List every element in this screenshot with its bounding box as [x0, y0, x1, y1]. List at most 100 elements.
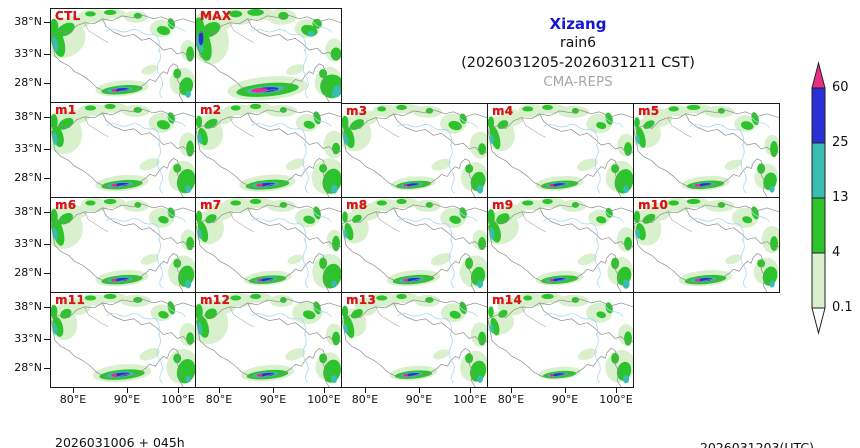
y-tick-label: 33°N	[14, 46, 42, 60]
y-tick-label: 38°N	[14, 300, 42, 314]
map-panel-m3: m3	[342, 103, 488, 198]
panel-label: m2	[200, 103, 222, 117]
y-tick-mark	[44, 178, 50, 180]
precip-map	[488, 198, 633, 292]
y-tick-label: 28°N	[14, 361, 42, 374]
x-tick-label: 100°E	[161, 393, 195, 406]
x-tick-label: 100°E	[453, 393, 487, 406]
map-panel-m1: m1	[50, 103, 196, 198]
y-tick-mark	[44, 307, 50, 309]
y-tick-mark	[44, 273, 50, 275]
footer-valid-utc: 2026031203(UTC)	[699, 440, 814, 448]
y-tick-mark	[44, 338, 50, 340]
x-tick-mark	[511, 388, 513, 393]
x-tick-label: 90°E	[551, 393, 579, 406]
x-tick-mark	[73, 388, 75, 393]
title-variable: rain6	[559, 35, 596, 51]
panel-label: MAX	[200, 9, 232, 23]
map-panel-CTL: CTL	[50, 8, 196, 103]
precip-map	[196, 9, 341, 102]
x-tick-mark	[178, 388, 180, 393]
precip-map	[488, 104, 633, 197]
map-panel-m9: m9	[488, 198, 634, 293]
title-period: (2026031205-2026031211 CST)	[461, 55, 695, 71]
x-tick-mark	[470, 388, 472, 393]
footer-init-utc: 2026031006 + 045h	[55, 435, 185, 448]
map-panel-m2: m2	[196, 103, 342, 198]
panel-label: m8	[346, 198, 368, 212]
precip-map	[51, 9, 195, 102]
x-tick-mark	[324, 388, 326, 393]
precip-map	[488, 293, 633, 387]
y-tick-mark	[44, 212, 50, 214]
map-panel-m7: m7	[196, 198, 342, 293]
precip-map	[51, 103, 195, 197]
y-tick-label: 33°N	[14, 331, 42, 345]
panel-label: CTL	[55, 9, 81, 23]
x-tick-label: 80°E	[205, 393, 233, 406]
panel-label: m10	[638, 198, 669, 212]
footer-init-times: 2026031006 + 045h 2026031014 + 045h	[55, 404, 185, 448]
map-panel-m8: m8	[342, 198, 488, 293]
y-tick-mark	[44, 148, 50, 150]
x-tick-mark	[616, 388, 618, 393]
map-panel-MAX: MAX	[196, 8, 342, 103]
y-tick-mark	[44, 117, 50, 119]
precip-map	[196, 293, 341, 387]
colorbar-label: 13	[832, 190, 849, 205]
x-tick-mark	[273, 388, 275, 393]
x-tick-label: 90°E	[405, 393, 433, 406]
x-tick-mark	[565, 388, 567, 393]
panel-label: m1	[55, 103, 77, 117]
panel-label: m5	[638, 104, 660, 118]
y-tick-label: 38°N	[14, 15, 42, 29]
precip-map	[196, 198, 341, 292]
y-tick-label: 28°N	[14, 266, 42, 279]
title-model: CMA-REPS	[543, 74, 613, 90]
map-panel-m4: m4	[488, 103, 634, 198]
precip-map	[196, 103, 341, 197]
precip-map	[634, 104, 779, 197]
panel-label: m7	[200, 198, 222, 212]
y-tick-mark	[44, 83, 50, 85]
map-panel-m13: m13	[342, 293, 488, 388]
x-tick-label: 80°E	[351, 393, 379, 406]
x-tick-label: 90°E	[259, 393, 287, 406]
x-tick-mark	[419, 388, 421, 393]
y-tick-mark	[44, 243, 50, 245]
colorbar-label: 25	[832, 135, 849, 150]
map-panel-m14: m14	[488, 293, 634, 388]
colorbar-bar	[811, 61, 826, 335]
footer-valid-times: 2026031203(UTC) 2026031211(CST)	[700, 409, 814, 448]
x-tick-mark	[219, 388, 221, 393]
panel-label: m12	[200, 293, 231, 307]
x-tick-label: 100°E	[307, 393, 341, 406]
panel-label: m13	[346, 293, 377, 307]
precip-map	[634, 198, 779, 292]
y-tick-label: 33°N	[14, 236, 42, 250]
colorbar-label: 60	[832, 80, 849, 95]
title-region: Xizang	[549, 15, 607, 33]
precip-map	[342, 293, 487, 387]
x-tick-label: 100°E	[599, 393, 633, 406]
x-tick-label: 90°E	[113, 393, 141, 406]
y-tick-label: 33°N	[14, 141, 42, 155]
panel-label: m3	[346, 104, 368, 118]
precip-map	[51, 293, 195, 387]
panel-label: m6	[55, 198, 77, 212]
title-block: Xizang rain6 (2026031205-2026031211 CST)…	[338, 14, 818, 92]
map-panel-m5: m5	[634, 103, 780, 198]
y-tick-label: 28°N	[14, 171, 42, 184]
map-panel-m11: m11	[50, 293, 196, 388]
map-panel-m10: m10	[634, 198, 780, 293]
panel-label: m14	[492, 293, 523, 307]
colorbar-label: 0.1	[832, 300, 853, 315]
x-tick-mark	[127, 388, 129, 393]
panel-label: m9	[492, 198, 514, 212]
x-tick-mark	[365, 388, 367, 393]
y-tick-mark	[44, 22, 50, 24]
precip-map	[51, 198, 195, 292]
map-panel-m12: m12	[196, 293, 342, 388]
y-tick-mark	[44, 53, 50, 55]
